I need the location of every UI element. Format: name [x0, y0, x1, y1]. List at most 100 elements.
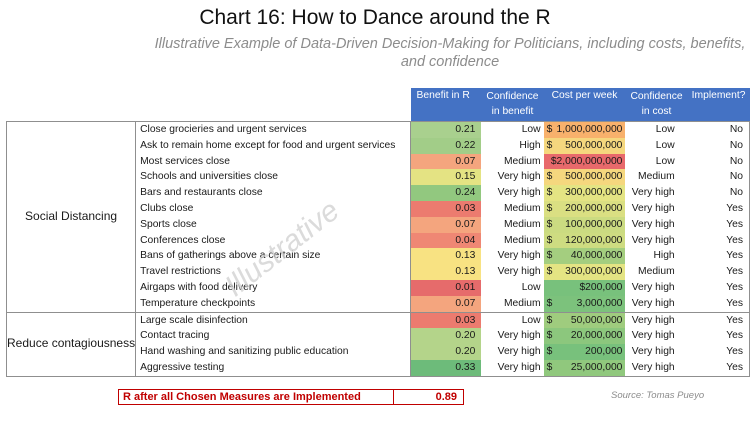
confidence-cost: Medium: [638, 266, 675, 278]
measure-name: Clubs close: [135, 200, 411, 217]
table-row: Reduce contagiousness Large scale disinfe…: [5, 311, 750, 377]
benefit-value: 0.20: [410, 344, 482, 360]
table-row: Schools and universities close 0.15 Very h…: [7, 169, 750, 186]
currency-symbol: $: [546, 297, 553, 309]
currency-symbol: $: [546, 266, 553, 278]
currency-symbol: $: [546, 314, 553, 326]
currency-symbol: $: [546, 234, 553, 246]
confidence-benefit: Very high: [497, 250, 541, 262]
cost-cell: $20,000,000: [543, 328, 626, 345]
cost-cell: $3,000,000: [543, 295, 626, 313]
benefit-value: 0.33: [410, 359, 482, 377]
cost-value: 3,000,000: [576, 297, 623, 309]
measure-name: Bans of gatherings above a certain size: [135, 248, 411, 265]
cost-value: 500,000,000: [565, 139, 623, 151]
confidence-benefit: High: [519, 139, 541, 151]
implement-value: Yes: [687, 264, 750, 280]
result-label: R after all Chosen Measures are Implemen…: [123, 391, 361, 403]
benefit-value: 0.03: [410, 200, 482, 217]
table-row: Social Distancing Close grocieries and ur…: [5, 120, 750, 313]
measure-name: Most services close: [135, 153, 411, 170]
benefit-value: 0.15: [410, 169, 482, 186]
cost-value: 200,000: [585, 346, 623, 358]
measure-name: Airgaps with food delivery: [135, 279, 411, 296]
chart-title: Chart 16: How to Dance around the R: [199, 6, 551, 29]
header-confidence-cost: Confidence in cost: [625, 88, 688, 122]
cost-value: 25,000,000: [570, 361, 623, 373]
cost-value: 50,000,000: [570, 314, 623, 326]
currency-symbol: $: [546, 187, 553, 199]
table-row: Contact tracing 0.20 Very high $20,000,000 V…: [7, 328, 750, 345]
implement-value: No: [687, 185, 750, 201]
implement-value: Yes: [687, 311, 750, 329]
table-row: Bans of gatherings above a certain size 0…: [7, 248, 750, 265]
confidence-cost: Very high: [631, 218, 675, 230]
result-value: 0.89: [435, 391, 457, 403]
cost-value: 300,000,000: [565, 266, 623, 278]
category-label: Social Distancing: [5, 121, 137, 313]
currency-symbol: $: [546, 361, 553, 373]
table-row: Sports close 0.07 Medium $100,000,000 Very h…: [7, 216, 750, 233]
confidence-benefit: Medium: [503, 202, 541, 214]
confidence-cost: Medium: [638, 171, 675, 183]
currency-symbol: $: [546, 218, 553, 230]
measure-name: Bars and restaurants close: [135, 185, 411, 201]
benefit-value: 0.22: [410, 137, 482, 154]
table-row: Conferences close 0.04 Medium $120,000,000 V…: [7, 232, 750, 249]
header-benefit: Benefit in R: [410, 88, 482, 122]
confidence-cost: Very high: [625, 295, 688, 313]
measure-name: Large scale disinfection: [135, 311, 411, 329]
confidence-cost: Low: [655, 139, 675, 151]
confidence-benefit: Very high: [497, 330, 541, 342]
cost-value: 200,000,000: [565, 202, 623, 214]
cost-cell: $200,000: [543, 279, 626, 296]
confidence-cost: Low: [655, 155, 675, 167]
implement-value: Yes: [687, 295, 750, 313]
measure-name: Conferences close: [135, 232, 411, 249]
cost-value: 300,000,000: [565, 187, 623, 199]
implement-value: Yes: [687, 200, 750, 217]
benefit-value: 0.21: [410, 120, 482, 138]
currency-symbol: $: [546, 202, 553, 214]
cost-value: 20,000,000: [570, 330, 623, 342]
currency-symbol: $: [546, 139, 553, 151]
table-row: Bars and restaurants close 0.24 Very high $…: [7, 185, 750, 201]
cost-value: 1,000,000,000: [556, 124, 623, 135]
benefit-value: 0.07: [410, 153, 482, 170]
cost-value: $2,000,000,000: [550, 155, 623, 167]
header-implement: Implement?: [687, 88, 750, 122]
confidence-cost: Very high: [625, 311, 688, 329]
cost-value: 40,000,000: [570, 250, 623, 262]
confidence-benefit: Very high: [497, 266, 541, 278]
implement-value: No: [687, 137, 750, 154]
cost-value: 100,000,000: [565, 218, 623, 230]
table-row: Airgaps with food delivery 0.01 Low $200,00…: [7, 279, 750, 296]
confidence-benefit: Very high: [481, 359, 544, 377]
confidence-cost: Very high: [631, 330, 675, 342]
table-row: Clubs close 0.03 Medium $200,000,000 Very hi…: [7, 200, 750, 217]
table-row: Hand washing and sanitizing public educa…: [7, 344, 750, 360]
benefit-value: 0.07: [410, 216, 482, 233]
confidence-benefit: Very high: [497, 346, 541, 358]
cost-cell: $40,000,000: [543, 248, 626, 265]
confidence-cost: Very high: [631, 346, 675, 358]
currency-symbol: $: [546, 330, 553, 342]
cost-cell: $500,000,000: [543, 137, 626, 154]
currency-symbol: $: [546, 124, 553, 135]
benefit-value: 0.20: [410, 328, 482, 345]
confidence-cost: Very high: [631, 281, 675, 293]
implement-value: No: [687, 169, 750, 186]
benefit-value: 0.01: [410, 279, 482, 296]
measures-table: Benefit in R Confidence in benefit Cost …: [5, 88, 750, 377]
implement-value: Yes: [687, 216, 750, 233]
confidence-benefit: Very high: [497, 171, 541, 183]
benefit-value: 0.04: [410, 232, 482, 249]
cost-value: 120,000,000: [565, 234, 623, 246]
confidence-benefit: Medium: [503, 218, 541, 230]
table-row: Most services close 0.07 Medium $2,000,000,…: [7, 153, 750, 170]
confidence-benefit: Low: [521, 281, 541, 293]
cost-cell: $100,000,000: [543, 216, 626, 233]
category-label: Reduce contagiousness: [5, 311, 137, 377]
cost-value: 500,000,000: [565, 171, 623, 183]
confidence-benefit: Low: [481, 311, 544, 329]
